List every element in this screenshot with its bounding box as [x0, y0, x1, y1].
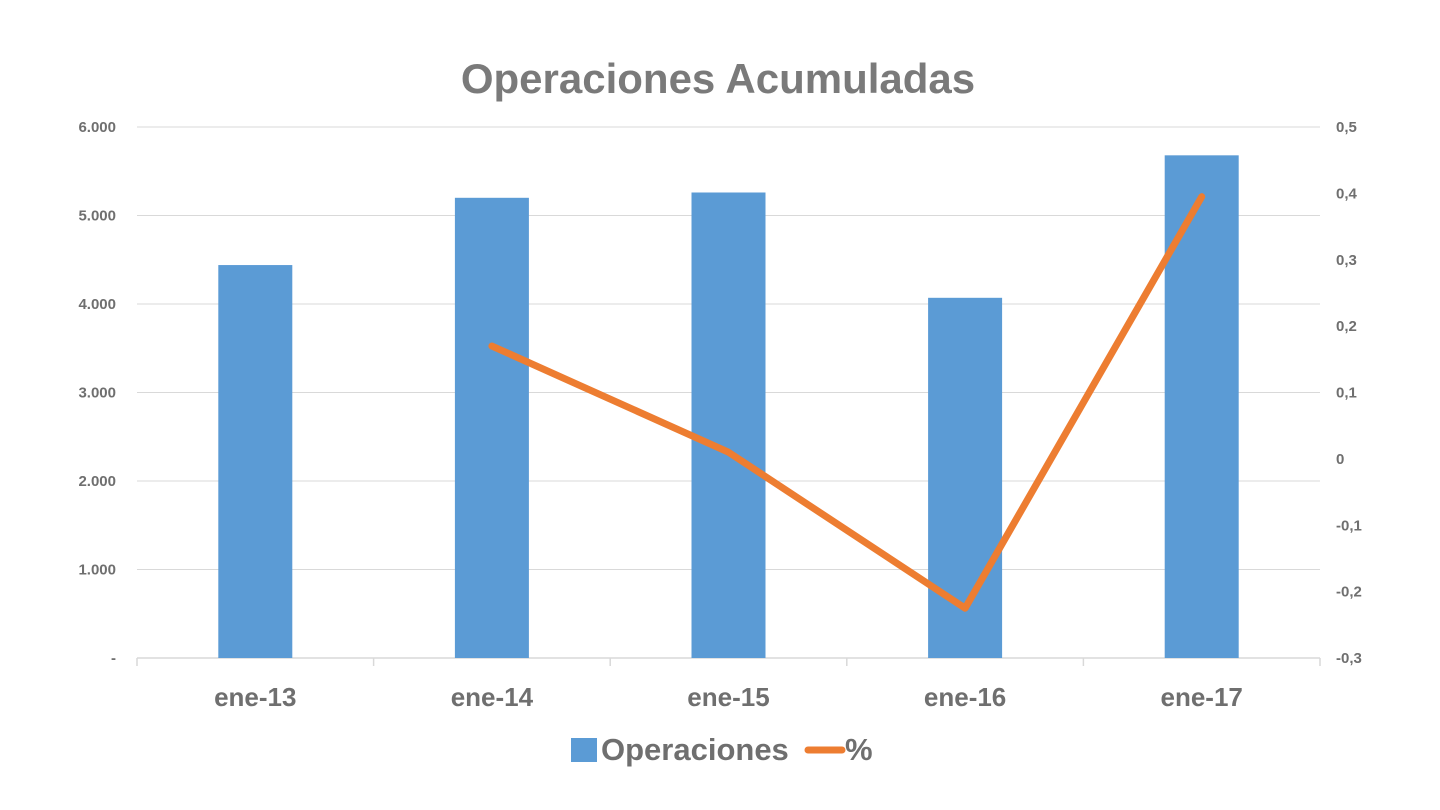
left-tick-label: 5.000 — [78, 208, 116, 225]
left-tick-label: 2.000 — [78, 473, 116, 490]
right-tick-label: 0,3 — [1336, 252, 1357, 269]
legend: Operaciones % — [571, 732, 873, 767]
bar-ene-16 — [928, 297, 1003, 658]
bar-ene-13 — [218, 265, 293, 658]
percent-point-ene-16 — [964, 607, 966, 609]
right-tick-label: 0,4 — [1336, 185, 1358, 202]
x-tick-label-ene-15: ene-15 — [687, 682, 769, 712]
left-tick-label: - — [111, 650, 116, 667]
line-series-percent — [488, 193, 1206, 612]
left-tick-label: 3.000 — [78, 385, 116, 402]
right-tick-label: -0,2 — [1336, 584, 1362, 601]
legend-label-percent: % — [845, 732, 873, 767]
legend-swatch-operaciones — [571, 738, 597, 762]
x-axis — [136, 657, 1321, 666]
right-tick-label: 0,2 — [1336, 318, 1357, 335]
right-axis-ticks: -0,3 -0,2 -0,1 0 0,1 0,2 0,3 0,4 0,5 — [1336, 119, 1362, 667]
percent-point-ene-14 — [491, 345, 493, 347]
left-tick-label: 4.000 — [78, 296, 116, 313]
right-tick-label: -0,1 — [1336, 517, 1362, 534]
right-tick-label: -0,3 — [1336, 650, 1362, 667]
x-axis-ticks: ene-13 ene-14 ene-15 ene-16 ene-17 — [214, 682, 1243, 712]
legend-label-operaciones: Operaciones — [601, 732, 789, 767]
bar-ene-14 — [454, 197, 529, 659]
percent-point-ene-15 — [728, 451, 729, 453]
x-tick-label-ene-17: ene-17 — [1161, 682, 1243, 712]
right-tick-label: 0 — [1336, 451, 1344, 468]
percent-point-ene-17 — [1201, 196, 1203, 198]
bar-ene-15 — [691, 192, 766, 659]
percent-line — [488, 193, 1206, 612]
x-tick-label-ene-14: ene-14 — [451, 682, 534, 712]
x-tick-label-ene-16: ene-16 — [924, 682, 1006, 712]
chart-title: Operaciones Acumuladas — [461, 55, 975, 102]
bar-series-operaciones — [218, 155, 1239, 659]
x-tick-label-ene-13: ene-13 — [214, 682, 296, 712]
left-tick-label: 6.000 — [78, 119, 116, 136]
left-tick-label: 1.000 — [78, 562, 116, 579]
left-axis-ticks: - 1.000 2.000 3.000 4.000 5.000 6.000 — [78, 119, 116, 667]
right-tick-label: 0,5 — [1336, 119, 1357, 136]
bar-ene-17 — [1164, 155, 1239, 658]
right-tick-label: 0,1 — [1336, 385, 1357, 402]
